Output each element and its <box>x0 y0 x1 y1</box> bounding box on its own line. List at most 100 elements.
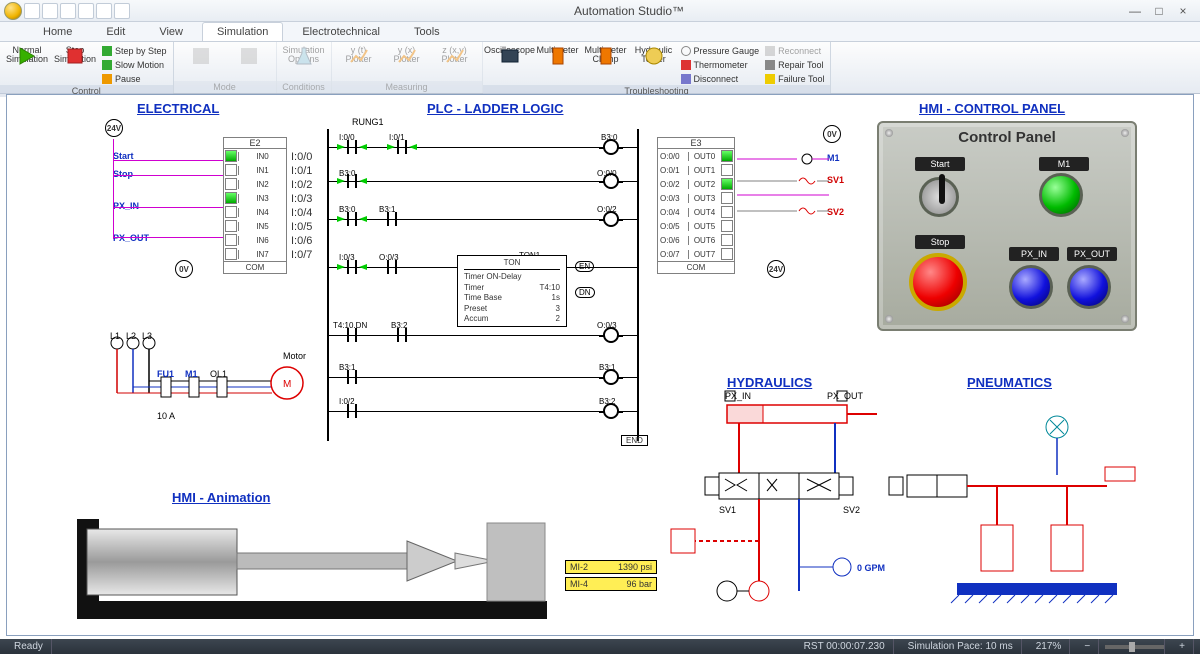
workspace-canvas[interactable]: ELECTRICAL PLC - LADDER LOGIC HMI - CONT… <box>6 94 1194 636</box>
input-module: E2 IN0IN1IN2IN3IN4IN5IN6IN7 COM <box>223 137 287 274</box>
window-buttons: — □ × <box>1128 4 1196 18</box>
addr: T4:10.DN <box>333 321 367 330</box>
qat-btn[interactable] <box>78 3 94 19</box>
plot-icon <box>349 46 369 66</box>
hyd-sv2: SV2 <box>843 505 860 515</box>
app-orb-icon[interactable] <box>4 2 22 20</box>
qat-btn[interactable] <box>42 3 58 19</box>
zoom-in-button[interactable]: + <box>1171 639 1194 654</box>
section-title-hmi-anim: HMI - Animation <box>172 490 270 505</box>
thermo-icon <box>681 60 691 70</box>
output-module: E3 O:0/0OUT0O:0/1OUT1O:0/2OUT2O:0/3OUT3O… <box>657 137 735 274</box>
tab-tools[interactable]: Tools <box>399 22 455 41</box>
qat-btn[interactable] <box>24 3 40 19</box>
io-row: O:0/7OUT7 <box>658 247 734 261</box>
multimeter-clamp-button[interactable]: Multimeter Clamp <box>585 44 627 65</box>
simulation-options-button[interactable]: Simulation Options <box>283 44 325 65</box>
thermometer-button[interactable]: Thermometer <box>681 58 760 71</box>
zoom-out-button[interactable]: − <box>1076 639 1099 654</box>
pin-0v: 0V <box>175 260 193 278</box>
stop-simulation-button[interactable]: Stop Simulation <box>54 44 96 65</box>
pressure-gauge-button[interactable]: Pressure Gauge <box>681 44 760 57</box>
io-row: IN5 <box>224 219 286 233</box>
mode-btn-2[interactable] <box>228 44 270 46</box>
oscilloscope-button[interactable]: Oscilloscope <box>489 44 531 55</box>
addr: O:0/0 <box>597 169 617 178</box>
phase-l3: L3 <box>142 331 152 341</box>
disconnect-icon <box>681 74 691 84</box>
addr: O:0/2 <box>597 205 617 214</box>
reconnect-icon <box>765 46 775 56</box>
title-bar: Automation Studio™ — □ × <box>0 0 1200 22</box>
hydraulic-tester-button[interactable]: Hydraulic Tester <box>633 44 675 65</box>
qat-btn[interactable] <box>60 3 76 19</box>
module-name: E2 <box>224 138 286 149</box>
play-icon <box>17 46 37 66</box>
hyd-sv1: SV1 <box>719 505 736 515</box>
wire <box>113 237 223 238</box>
addr: B3:1 <box>379 205 395 214</box>
group-label: Mode <box>174 81 276 93</box>
qat-btn[interactable] <box>114 3 130 19</box>
slow-motion-button[interactable]: Slow Motion <box>102 58 167 71</box>
ribbon-group-mode: Mode <box>174 42 277 93</box>
io-row: IN2 <box>224 177 286 191</box>
tab-view[interactable]: View <box>144 22 198 41</box>
ladder-end: END <box>621 435 648 446</box>
emergency-stop-button[interactable] <box>909 253 967 311</box>
mode-btn-1[interactable] <box>180 44 222 46</box>
group-label: Conditions <box>277 81 331 93</box>
addr: B3:0 <box>601 133 617 142</box>
multimeter-button[interactable]: Multimeter <box>537 44 579 55</box>
status-rst: RST 00:00:07.230 <box>796 639 894 654</box>
window-title: Automation Studio™ <box>130 4 1128 18</box>
tab-home[interactable]: Home <box>28 22 87 41</box>
phase-l2: L2 <box>126 331 136 341</box>
wire <box>113 139 114 239</box>
io-row: O:0/6OUT6 <box>658 233 734 247</box>
screw-icon <box>1121 315 1129 323</box>
disconnect-button[interactable]: Disconnect <box>681 72 760 85</box>
status-bar: Ready RST 00:00:07.230 Simulation Pace: … <box>0 639 1200 654</box>
repair-tool-button[interactable]: Repair Tool <box>765 58 824 71</box>
io-row: O:0/3OUT3 <box>658 191 734 205</box>
minimize-button[interactable]: — <box>1128 4 1142 18</box>
reconnect-button[interactable]: Reconnect <box>765 44 824 57</box>
pneumatics-schematic <box>907 395 1157 615</box>
normal-simulation-button[interactable]: Normal Simulation <box>6 44 48 65</box>
status-ready: Ready <box>6 639 52 654</box>
measurement-1: MI-21390 psi <box>565 560 657 574</box>
io-row: O:0/5OUT5 <box>658 219 734 233</box>
qat-btn[interactable] <box>96 3 112 19</box>
module-com: COM <box>658 261 734 273</box>
plot-icon <box>445 46 465 66</box>
maximize-button[interactable]: □ <box>1152 4 1166 18</box>
addr: B3:0 <box>339 169 355 178</box>
io-row: O:0/2OUT2 <box>658 177 734 191</box>
timer-block: TON Timer ON-Delay TimerT4:10 Time Base1… <box>457 255 567 327</box>
yt-plotter-button[interactable]: y (t) Plotter <box>338 44 380 65</box>
timer-dn: DN <box>575 287 595 298</box>
contactor-label: M1 <box>185 369 198 379</box>
hyd-pxin: PX_IN <box>725 391 751 401</box>
ribbon-group-troubleshooting: Oscilloscope Multimeter Multimeter Clamp… <box>483 42 832 93</box>
step-by-step-button[interactable]: Step by Step <box>102 44 167 57</box>
ribbon-group-conditions: Simulation Options Conditions <box>277 42 332 93</box>
io-row: O:0/0OUT0 <box>658 149 734 163</box>
gauge-icon <box>681 46 691 56</box>
pause-button[interactable]: Pause <box>102 72 167 85</box>
tab-simulation[interactable]: Simulation <box>202 22 283 41</box>
io-row: IN6 <box>224 233 286 247</box>
zxy-plotter-button[interactable]: z (x,y) Plotter <box>434 44 476 65</box>
tab-electrotechnical[interactable]: Electrotechnical <box>287 22 395 41</box>
pin-24v-out: 24V <box>767 260 785 278</box>
screw-icon <box>1121 129 1129 137</box>
sig-stop: Stop <box>113 169 133 179</box>
tab-edit[interactable]: Edit <box>91 22 140 41</box>
yx-plotter-button[interactable]: y (x) Plotter <box>386 44 428 65</box>
group-label: Measuring <box>332 81 482 93</box>
failure-tool-button[interactable]: Failure Tool <box>765 72 824 85</box>
bolt-icon <box>765 74 775 84</box>
close-button[interactable]: × <box>1176 4 1190 18</box>
start-switch[interactable] <box>919 177 959 217</box>
